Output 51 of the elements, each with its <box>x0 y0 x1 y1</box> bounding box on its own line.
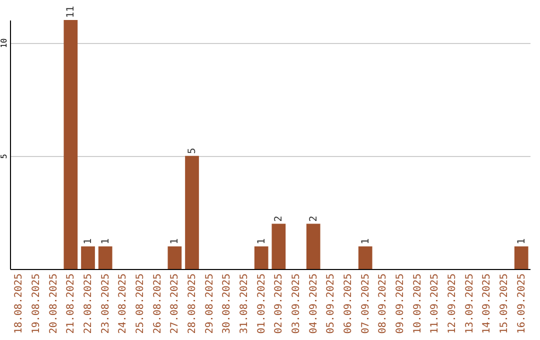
x-tick-label: 11.09.2025 <box>430 274 441 334</box>
data-label: 1 <box>83 238 94 244</box>
x-tick-label: 26.08.2025 <box>152 274 164 334</box>
x-tick-label: 12.09.2025 <box>447 274 458 334</box>
x-tick-label: 05.09.2025 <box>326 274 337 334</box>
bar <box>272 224 286 269</box>
data-label: 5 <box>187 148 198 154</box>
x-tick-label: 15.09.2025 <box>499 274 510 334</box>
data-label: 1 <box>360 238 372 244</box>
x-tick-label: 03.09.2025 <box>291 274 302 334</box>
x-tick-label: 22.08.2025 <box>83 274 94 334</box>
bar <box>358 246 372 269</box>
x-tick-label: 10.09.2025 <box>412 274 424 334</box>
bar <box>514 246 528 269</box>
x-tick-label: 29.08.2025 <box>204 274 216 334</box>
x-tick-label: 07.09.2025 <box>360 274 372 334</box>
x-tick-label: 01.09.2025 <box>256 274 268 334</box>
data-label: 1 <box>170 238 181 244</box>
bar <box>254 246 268 269</box>
x-tick-label: 08.09.2025 <box>378 274 389 334</box>
x-tick-label: 21.08.2025 <box>66 274 77 334</box>
data-label: 2 <box>308 216 320 222</box>
bar <box>64 20 78 269</box>
bar <box>98 246 112 269</box>
x-tick-label: 09.09.2025 <box>395 274 406 334</box>
y-tick-label: 10 <box>0 38 8 48</box>
x-tick-label: 16.09.2025 <box>516 274 528 334</box>
data-label: 2 <box>274 216 285 222</box>
data-label: 1 <box>256 238 268 244</box>
x-tick-label: 06.09.2025 <box>343 274 354 334</box>
x-tick-label: 19.08.2025 <box>31 274 42 334</box>
data-label: 1 <box>516 238 528 244</box>
x-tick-label: 28.08.2025 <box>187 274 198 334</box>
data-label: 1 <box>100 238 112 244</box>
x-tick-label: 04.09.2025 <box>308 274 320 334</box>
x-tick-label: 18.08.2025 <box>14 274 25 334</box>
x-tick-label: 13.09.2025 <box>464 274 476 334</box>
bar <box>185 156 199 269</box>
x-tick-label: 02.09.2025 <box>274 274 285 334</box>
data-label: 11 <box>66 6 77 18</box>
bar <box>306 224 320 269</box>
x-tick-label: 14.09.2025 <box>482 274 493 334</box>
x-tick-label: 25.08.2025 <box>135 274 146 334</box>
x-tick-label: 24.08.2025 <box>118 274 129 334</box>
x-tick-label: 23.08.2025 <box>100 274 112 334</box>
bar <box>168 246 182 269</box>
x-tick-label: 30.08.2025 <box>222 274 233 334</box>
x-tick-label: 27.08.2025 <box>170 274 181 334</box>
x-tick-label: 31.08.2025 <box>239 274 250 334</box>
bar <box>81 246 95 269</box>
x-tick-label: 20.08.2025 <box>48 274 60 334</box>
